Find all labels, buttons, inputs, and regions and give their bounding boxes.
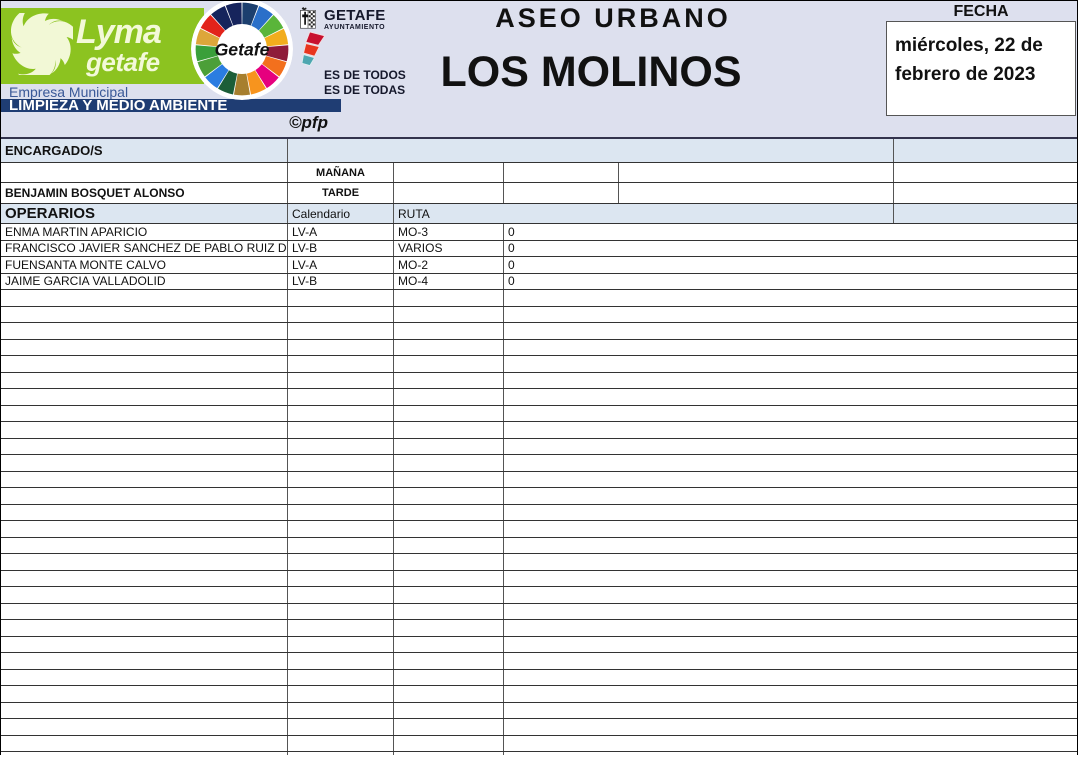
svg-text:Getafe: Getafe xyxy=(215,39,270,59)
